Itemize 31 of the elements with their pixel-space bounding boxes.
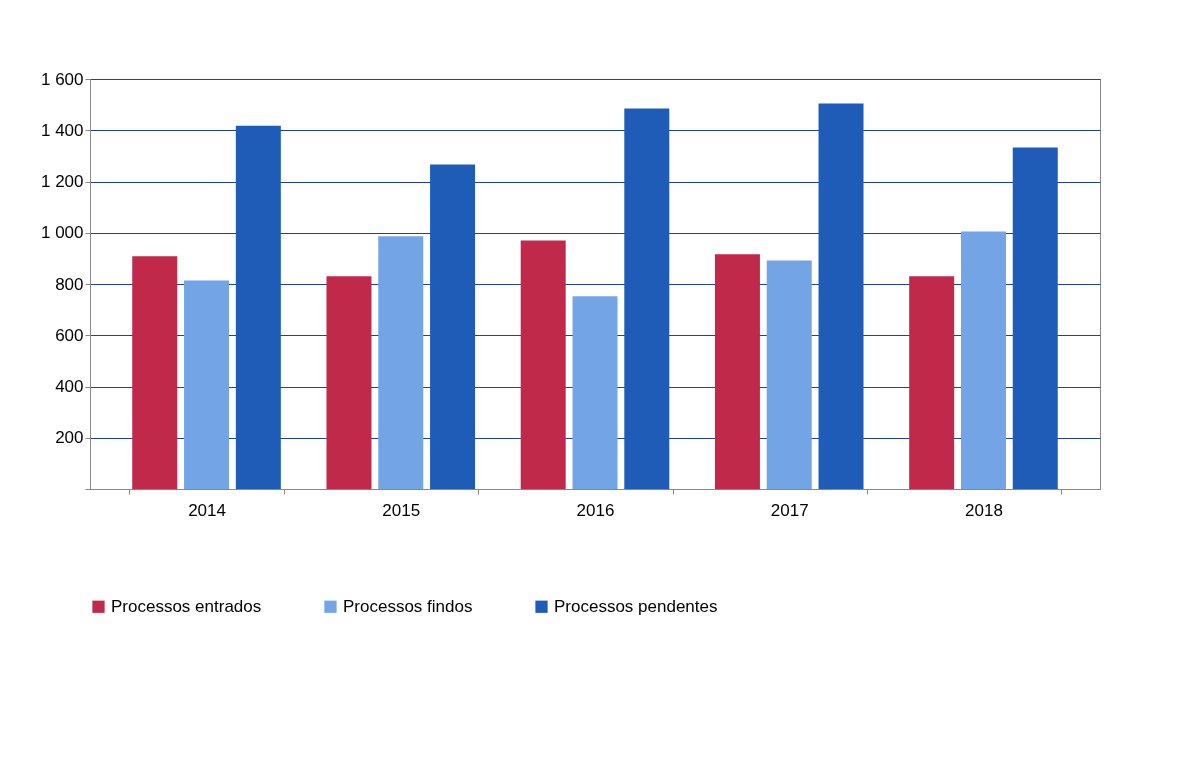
bar — [184, 280, 230, 489]
x-tick-label: 2018 — [965, 500, 1003, 520]
bar — [378, 236, 424, 489]
bar — [520, 240, 566, 489]
bar — [624, 108, 670, 489]
x-tick-label: 2015 — [382, 500, 421, 520]
x-tick-label: 2014 — [188, 500, 226, 520]
bar — [909, 276, 955, 489]
legend-label: Processos pendentes — [554, 596, 718, 616]
bar — [818, 103, 864, 489]
legend-label: Processos findos — [343, 596, 473, 616]
bar — [714, 254, 760, 489]
bar — [960, 231, 1006, 489]
bar — [235, 125, 281, 489]
y-tick-label: 400 — [55, 377, 84, 396]
x-tick-label: 2016 — [576, 500, 615, 520]
y-tick-label: 1 600 — [40, 69, 84, 89]
y-tick-label: 1 400 — [40, 120, 84, 140]
bar — [1012, 147, 1058, 489]
y-tick-label: 200 — [55, 428, 84, 448]
legend-label: Processos entrados — [111, 596, 262, 616]
y-tick-label: 600 — [55, 325, 84, 345]
bar — [326, 276, 372, 489]
y-tick-label: 800 — [55, 274, 84, 294]
y-tick-label: 1 000 — [40, 223, 84, 243]
x-tick-label: 2017 — [770, 500, 809, 520]
y-tick-label: 1 200 — [40, 172, 84, 191]
bar — [572, 296, 618, 489]
bar — [430, 164, 476, 489]
bar — [132, 256, 178, 489]
bar — [766, 260, 812, 489]
